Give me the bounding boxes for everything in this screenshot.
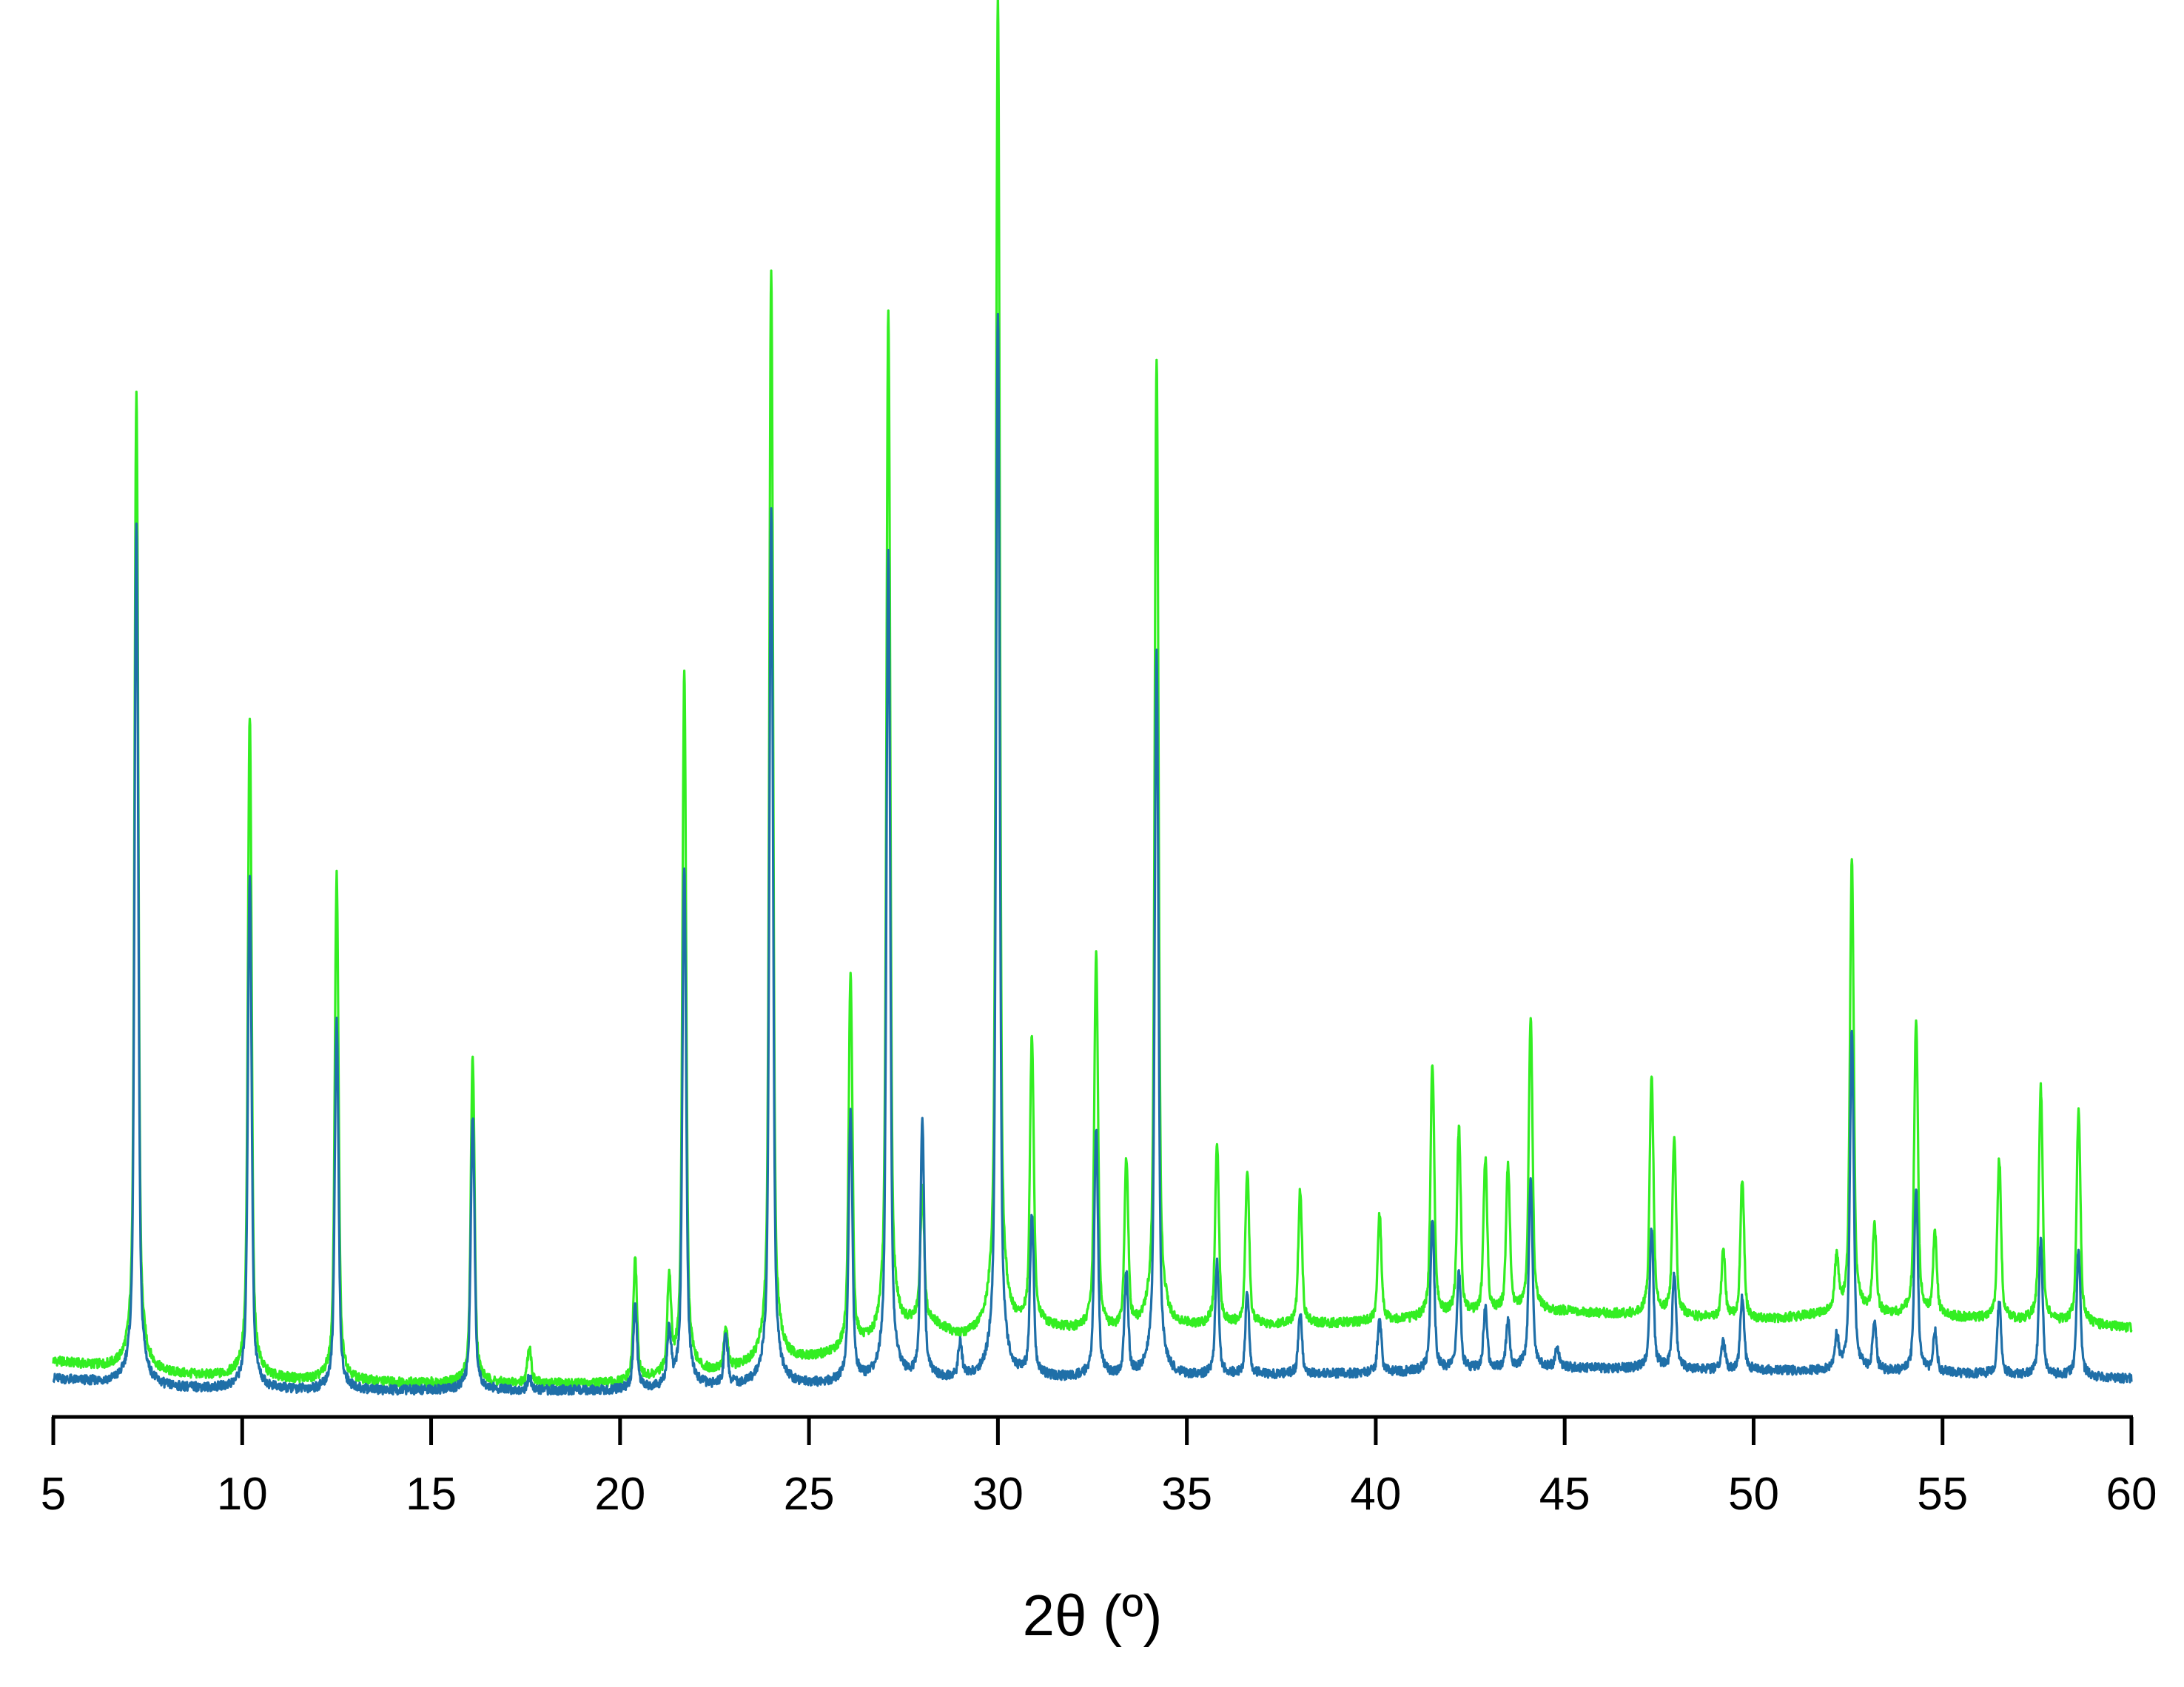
x-tick-label: 35 <box>1161 1469 1212 1520</box>
x-tick-label: 30 <box>972 1469 1024 1520</box>
x-tick-label: 40 <box>1350 1469 1401 1520</box>
x-tick-label: 50 <box>1728 1469 1779 1520</box>
x-tick-label: 25 <box>784 1469 835 1520</box>
x-axis-title: 2θ (º) <box>1023 1583 1163 1648</box>
x-tick-label: 55 <box>1917 1469 1968 1520</box>
series-layer <box>52 0 2133 1396</box>
x-tick-label: 15 <box>406 1469 457 1520</box>
x-tick-label: 5 <box>41 1469 66 1520</box>
x-tick-label: 10 <box>217 1469 268 1520</box>
x-tick-label: 45 <box>1539 1469 1590 1520</box>
x-axis: 5 10 15 20 25 30 35 40 45 50 55 60 <box>41 1415 2157 1520</box>
series-line-green <box>52 0 2133 1389</box>
x-tick-label: 60 <box>2106 1469 2157 1520</box>
x-axis-ticks: 5 10 15 20 25 30 35 40 45 50 55 60 <box>41 1417 2157 1520</box>
x-tick-label: 20 <box>594 1469 645 1520</box>
series-line-blue <box>52 312 2133 1396</box>
